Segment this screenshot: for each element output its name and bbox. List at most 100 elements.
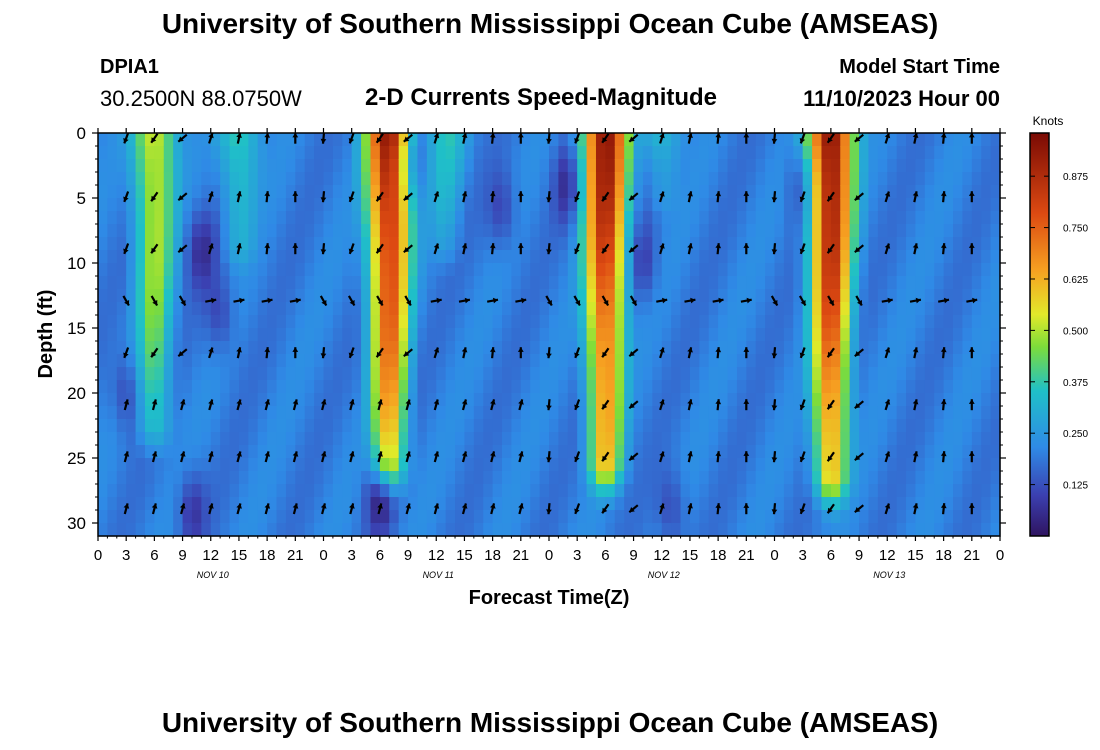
heatmap-cell bbox=[191, 159, 202, 173]
heatmap-cell bbox=[774, 328, 785, 342]
heatmap-cell bbox=[210, 419, 221, 433]
heatmap-cell bbox=[229, 523, 240, 537]
heatmap-cell bbox=[229, 315, 240, 329]
heatmap-cell bbox=[267, 510, 278, 524]
heatmap-cell bbox=[126, 185, 137, 199]
heatmap-cell bbox=[98, 315, 108, 329]
heatmap-cell bbox=[323, 458, 334, 472]
heatmap-cell bbox=[98, 198, 108, 212]
heatmap-cell bbox=[201, 185, 212, 199]
colorbar-label: Knots bbox=[1033, 114, 1064, 128]
heatmap-cell bbox=[210, 328, 221, 342]
heatmap-cell bbox=[642, 276, 653, 290]
heatmap-cell bbox=[445, 276, 456, 290]
current-vector-arrow bbox=[771, 451, 778, 463]
heatmap-cell bbox=[163, 276, 174, 290]
heatmap-cell bbox=[520, 224, 531, 238]
heatmap-cell bbox=[144, 159, 155, 173]
heatmap-cell bbox=[962, 146, 973, 160]
heatmap-cell bbox=[126, 198, 137, 212]
heatmap-cell bbox=[868, 354, 879, 368]
heatmap-cell bbox=[398, 159, 409, 173]
heatmap-cell bbox=[896, 419, 907, 433]
heatmap-cell bbox=[163, 172, 174, 186]
day-label: NOV 11 bbox=[423, 570, 454, 580]
heatmap-cell bbox=[934, 185, 945, 199]
heatmap-cell bbox=[426, 263, 437, 277]
heatmap-cell bbox=[342, 159, 353, 173]
heatmap-cell bbox=[285, 445, 296, 459]
heatmap-cell bbox=[502, 523, 513, 537]
heatmap-cell bbox=[389, 510, 400, 524]
heatmap-cell bbox=[746, 393, 757, 407]
heatmap-cell bbox=[314, 289, 325, 303]
heatmap-cell bbox=[934, 471, 945, 485]
heatmap-cell bbox=[436, 289, 447, 303]
current-vector-arrow bbox=[854, 244, 864, 254]
heatmap-cell bbox=[304, 263, 315, 277]
current-vector-arrow bbox=[715, 243, 722, 255]
heatmap-cell bbox=[699, 380, 710, 394]
heatmap-cell bbox=[605, 393, 616, 407]
heatmap-cell bbox=[257, 328, 268, 342]
heatmap-cell bbox=[718, 510, 729, 524]
heatmap-cell bbox=[304, 471, 315, 485]
heatmap-cell bbox=[887, 328, 898, 342]
heatmap-cell bbox=[830, 484, 841, 498]
heatmap-cell bbox=[906, 289, 917, 303]
heatmap-cell bbox=[238, 393, 249, 407]
heatmap-cell bbox=[182, 237, 193, 251]
heatmap-cell bbox=[624, 354, 635, 368]
x-tick-label: 18 bbox=[935, 547, 952, 564]
heatmap-cell bbox=[351, 133, 362, 147]
heatmap-cell bbox=[173, 315, 184, 329]
heatmap-cell bbox=[652, 484, 663, 498]
heatmap-cell bbox=[483, 523, 494, 537]
heatmap-cell bbox=[229, 198, 240, 212]
heatmap-cell bbox=[464, 198, 475, 212]
heatmap-cell bbox=[257, 224, 268, 238]
heatmap-cell bbox=[652, 393, 663, 407]
heatmap-cell bbox=[614, 276, 625, 290]
heatmap-cell bbox=[483, 458, 494, 472]
heatmap-cell bbox=[802, 367, 813, 381]
heatmap-cell bbox=[530, 484, 541, 498]
heatmap-cell bbox=[661, 198, 672, 212]
heatmap-cell bbox=[840, 159, 851, 173]
heatmap-cell bbox=[539, 471, 550, 485]
heatmap-cell bbox=[473, 419, 484, 433]
current-vector-arrow bbox=[177, 244, 188, 254]
heatmap-cell bbox=[135, 276, 146, 290]
heatmap-cell bbox=[718, 367, 729, 381]
heatmap-cell bbox=[511, 354, 522, 368]
heatmap-cell bbox=[276, 484, 287, 498]
heatmap-cell bbox=[408, 328, 419, 342]
y-tick-label: 10 bbox=[67, 254, 86, 273]
heatmap-cell bbox=[304, 341, 315, 355]
heatmap-cell bbox=[248, 393, 259, 407]
heatmap-cell bbox=[511, 159, 522, 173]
heatmap-cell bbox=[755, 471, 766, 485]
heatmap-cell bbox=[868, 341, 879, 355]
heatmap-cell bbox=[173, 185, 184, 199]
heatmap-cell bbox=[107, 393, 118, 407]
heatmap-cell bbox=[774, 510, 785, 524]
heatmap-cell bbox=[144, 172, 155, 186]
heatmap-cell bbox=[793, 224, 804, 238]
heatmap-cell bbox=[624, 510, 635, 524]
heatmap-cell bbox=[614, 354, 625, 368]
x-tick-label: 0 bbox=[545, 547, 553, 564]
heatmap-cell bbox=[539, 484, 550, 498]
heatmap-cell bbox=[201, 367, 212, 381]
heatmap-cell bbox=[436, 458, 447, 472]
heatmap-cell bbox=[126, 341, 137, 355]
heatmap-cell bbox=[614, 432, 625, 446]
heatmap-cell bbox=[765, 276, 776, 290]
heatmap-cell bbox=[802, 185, 813, 199]
heatmap-cell bbox=[154, 302, 165, 316]
x-tick-label: 0 bbox=[770, 547, 778, 564]
heatmap-cell bbox=[201, 471, 212, 485]
heatmap-cell bbox=[144, 289, 155, 303]
current-vector-arrow bbox=[150, 191, 159, 202]
heatmap-cell bbox=[802, 471, 813, 485]
